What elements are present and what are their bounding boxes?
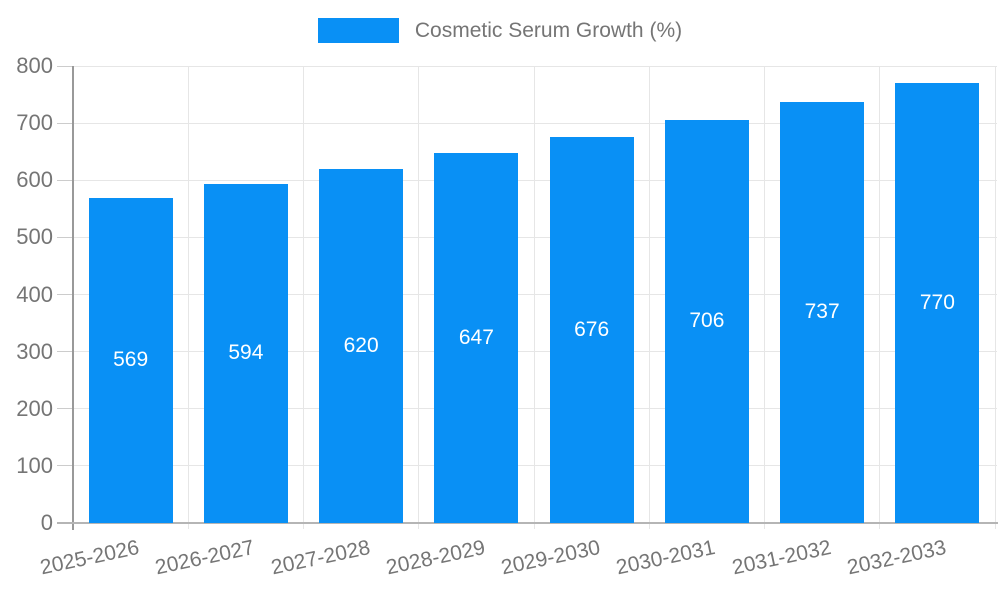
v-gridline	[533, 66, 535, 529]
y-axis-tick	[57, 351, 73, 353]
v-gridline	[879, 66, 881, 529]
y-tick-label: 100	[16, 452, 53, 478]
bar[interactable]: 770	[895, 83, 980, 523]
bar[interactable]: 737	[780, 101, 865, 523]
x-tick-label: 2031-2032	[729, 536, 833, 580]
y-axis-line	[72, 66, 74, 530]
v-gridline	[303, 66, 304, 529]
legend-label: Cosmetic Serum Growth (%)	[414, 18, 683, 42]
h-gridline	[73, 351, 997, 353]
h-gridline	[73, 465, 997, 467]
bar[interactable]: 620	[319, 168, 404, 523]
y-tick-label: 800	[16, 53, 53, 78]
bar-value-label: 706	[689, 309, 725, 333]
h-gridline	[73, 122, 997, 124]
bar-value-label: 647	[458, 326, 494, 350]
bar-value-label: 676	[574, 317, 610, 341]
legend-swatch	[317, 18, 399, 43]
x-axis-line	[57, 522, 998, 524]
y-tick-label: 600	[16, 167, 53, 193]
h-gridline	[73, 236, 997, 238]
v-gridline	[764, 66, 765, 529]
x-tick-label: 2025-2026	[38, 536, 142, 580]
bar-value-label: 620	[343, 333, 379, 357]
bar[interactable]: 676	[549, 136, 634, 523]
y-axis-tick	[57, 294, 73, 295]
chart-legend[interactable]: Cosmetic Serum Growth (%)	[0, 18, 1000, 43]
bar-value-label: 594	[228, 341, 264, 365]
bar[interactable]: 594	[203, 183, 288, 523]
h-gridline	[73, 408, 997, 410]
bar[interactable]: 647	[434, 153, 519, 523]
v-gridline	[994, 66, 996, 529]
v-gridline	[418, 66, 420, 529]
y-tick-label: 300	[16, 338, 53, 364]
v-gridline	[187, 66, 189, 529]
x-tick-label: 2032-2033	[845, 536, 949, 580]
y-axis-tick	[57, 465, 73, 467]
y-tick-label: 700	[16, 110, 53, 136]
x-tick-label: 2030-2031	[614, 536, 718, 580]
h-gridline	[73, 294, 997, 295]
bar[interactable]: 706	[664, 119, 749, 523]
y-tick-label: 400	[16, 281, 53, 307]
y-axis-tick	[57, 65, 73, 67]
x-tick-label: 2027-2028	[268, 536, 372, 580]
x-tick-label: 2028-2029	[384, 536, 488, 580]
h-gridline	[73, 65, 997, 67]
bar[interactable]: 569	[88, 197, 173, 523]
bar-value-label: 737	[804, 300, 840, 324]
y-axis-tick	[57, 179, 73, 181]
y-axis-tick	[57, 408, 73, 410]
x-tick-label: 2026-2027	[153, 536, 257, 580]
y-tick-label: 500	[16, 224, 53, 250]
bar-value-label: 770	[919, 291, 955, 315]
y-tick-label: 0	[40, 510, 53, 535]
y-tick-label: 200	[16, 395, 53, 421]
y-axis-tick	[57, 236, 73, 238]
h-gridline	[73, 179, 997, 181]
bar-value-label: 569	[113, 348, 149, 372]
v-gridline	[648, 66, 650, 529]
y-axis-tick	[57, 122, 73, 124]
x-tick-label: 2029-2030	[499, 536, 603, 580]
